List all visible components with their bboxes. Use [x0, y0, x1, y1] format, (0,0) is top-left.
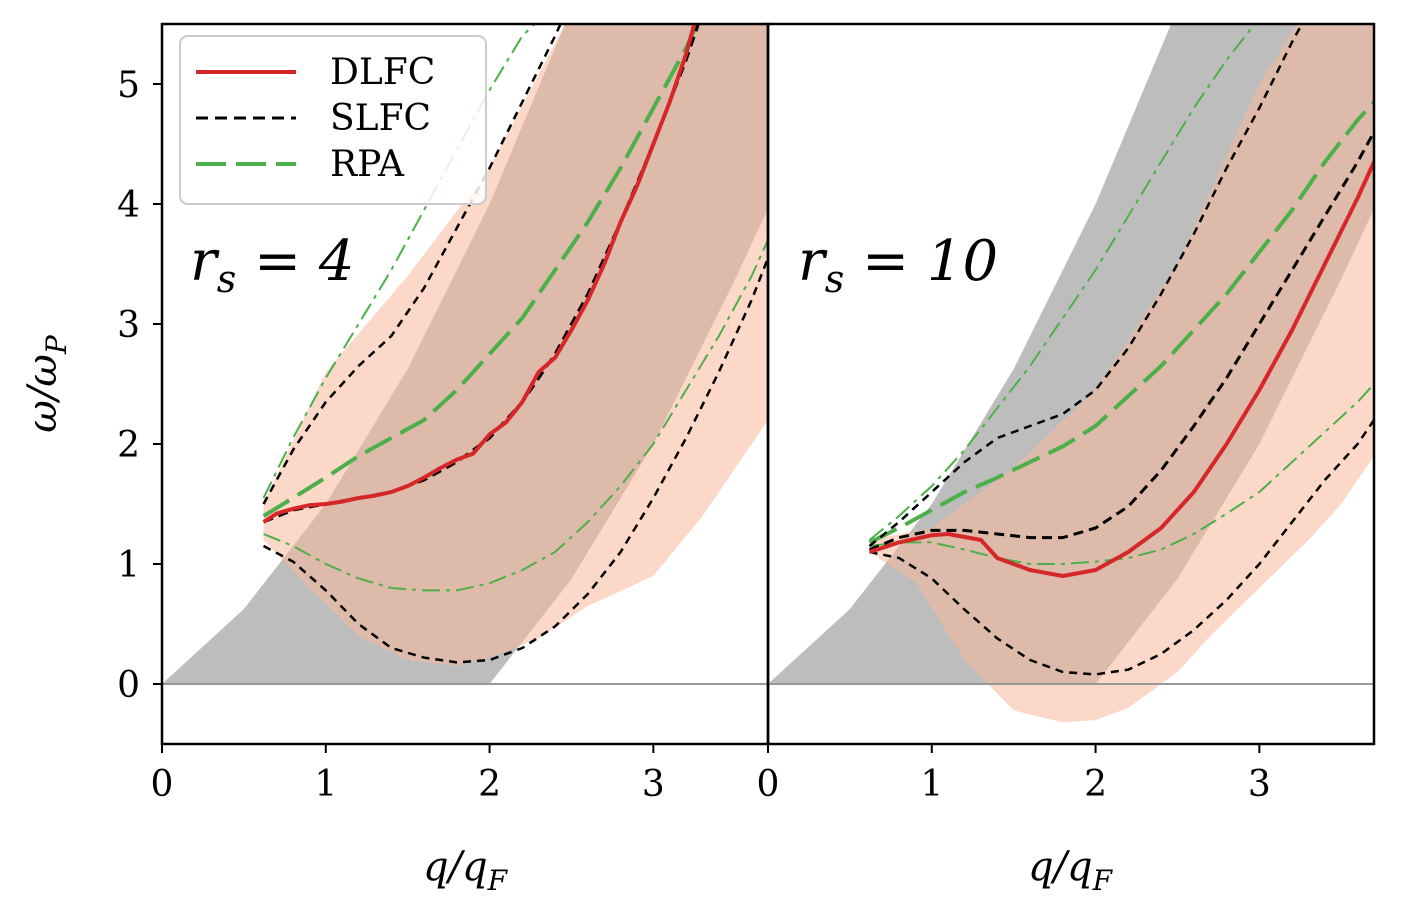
x-tick-label: 3	[1248, 764, 1271, 805]
panel-rs10: 0 1 2 3	[757, 22, 1376, 805]
y-axis-label: ω/ωP	[20, 334, 73, 433]
rpa-main-line	[868, 100, 1374, 545]
x-axis-label-right: q/qF	[1028, 844, 1114, 897]
y-tick-label: 4	[117, 185, 140, 226]
x-tick-label: 3	[642, 764, 665, 805]
panel-label-rs10: rs = 10	[798, 229, 998, 301]
dlfc-uncertainty-band	[869, 24, 1374, 723]
x-tick-label: 2	[478, 764, 501, 805]
y-tick-label: 0	[117, 665, 140, 706]
slfc-upper-line	[262, 24, 562, 505]
x-tick-label: 0	[757, 764, 780, 805]
legend-label-rpa: RPA	[330, 144, 405, 185]
x-tick-label: 0	[151, 764, 174, 805]
y-tick-label: 3	[117, 305, 140, 346]
rpa-upper-line	[868, 24, 1256, 541]
slfc-lower-line	[262, 257, 768, 664]
slfc-middle-line	[262, 24, 700, 524]
panel-label-rs4: rs = 4	[190, 229, 354, 301]
x-tick-label: 1	[314, 764, 337, 805]
slfc-upper-line	[868, 24, 1304, 547]
y-tick-label: 1	[117, 545, 140, 586]
rpa-lower-line	[869, 383, 1374, 565]
x-axis-label-left: q/qF	[423, 844, 509, 897]
plot-area	[162, 24, 768, 685]
x-tick-label: 1	[920, 764, 943, 805]
dlfc-line	[868, 161, 1374, 578]
panel-rs4: 0 1 2 3	[151, 22, 770, 805]
slfc-middle-line	[868, 131, 1374, 551]
panel-frame	[766, 22, 1376, 746]
plot-area	[768, 24, 1374, 723]
dlfc-uncertainty-band	[263, 24, 768, 666]
legend-label-dlfc: DLFC	[330, 52, 435, 93]
slfc-lower-line	[869, 419, 1374, 676]
legend: DLFC SLFC RPA	[179, 35, 487, 205]
legend-label-slfc: SLFC	[330, 98, 431, 139]
x-tick-label: 2	[1084, 764, 1107, 805]
y-axis-ticks: 0 1 2 3 4 5	[117, 65, 162, 706]
y-tick-label: 2	[117, 425, 140, 466]
rpa-main-line	[262, 24, 700, 518]
rpa-lower-line	[263, 239, 768, 592]
dlfc-line	[262, 24, 697, 524]
y-tick-label: 5	[117, 65, 140, 106]
